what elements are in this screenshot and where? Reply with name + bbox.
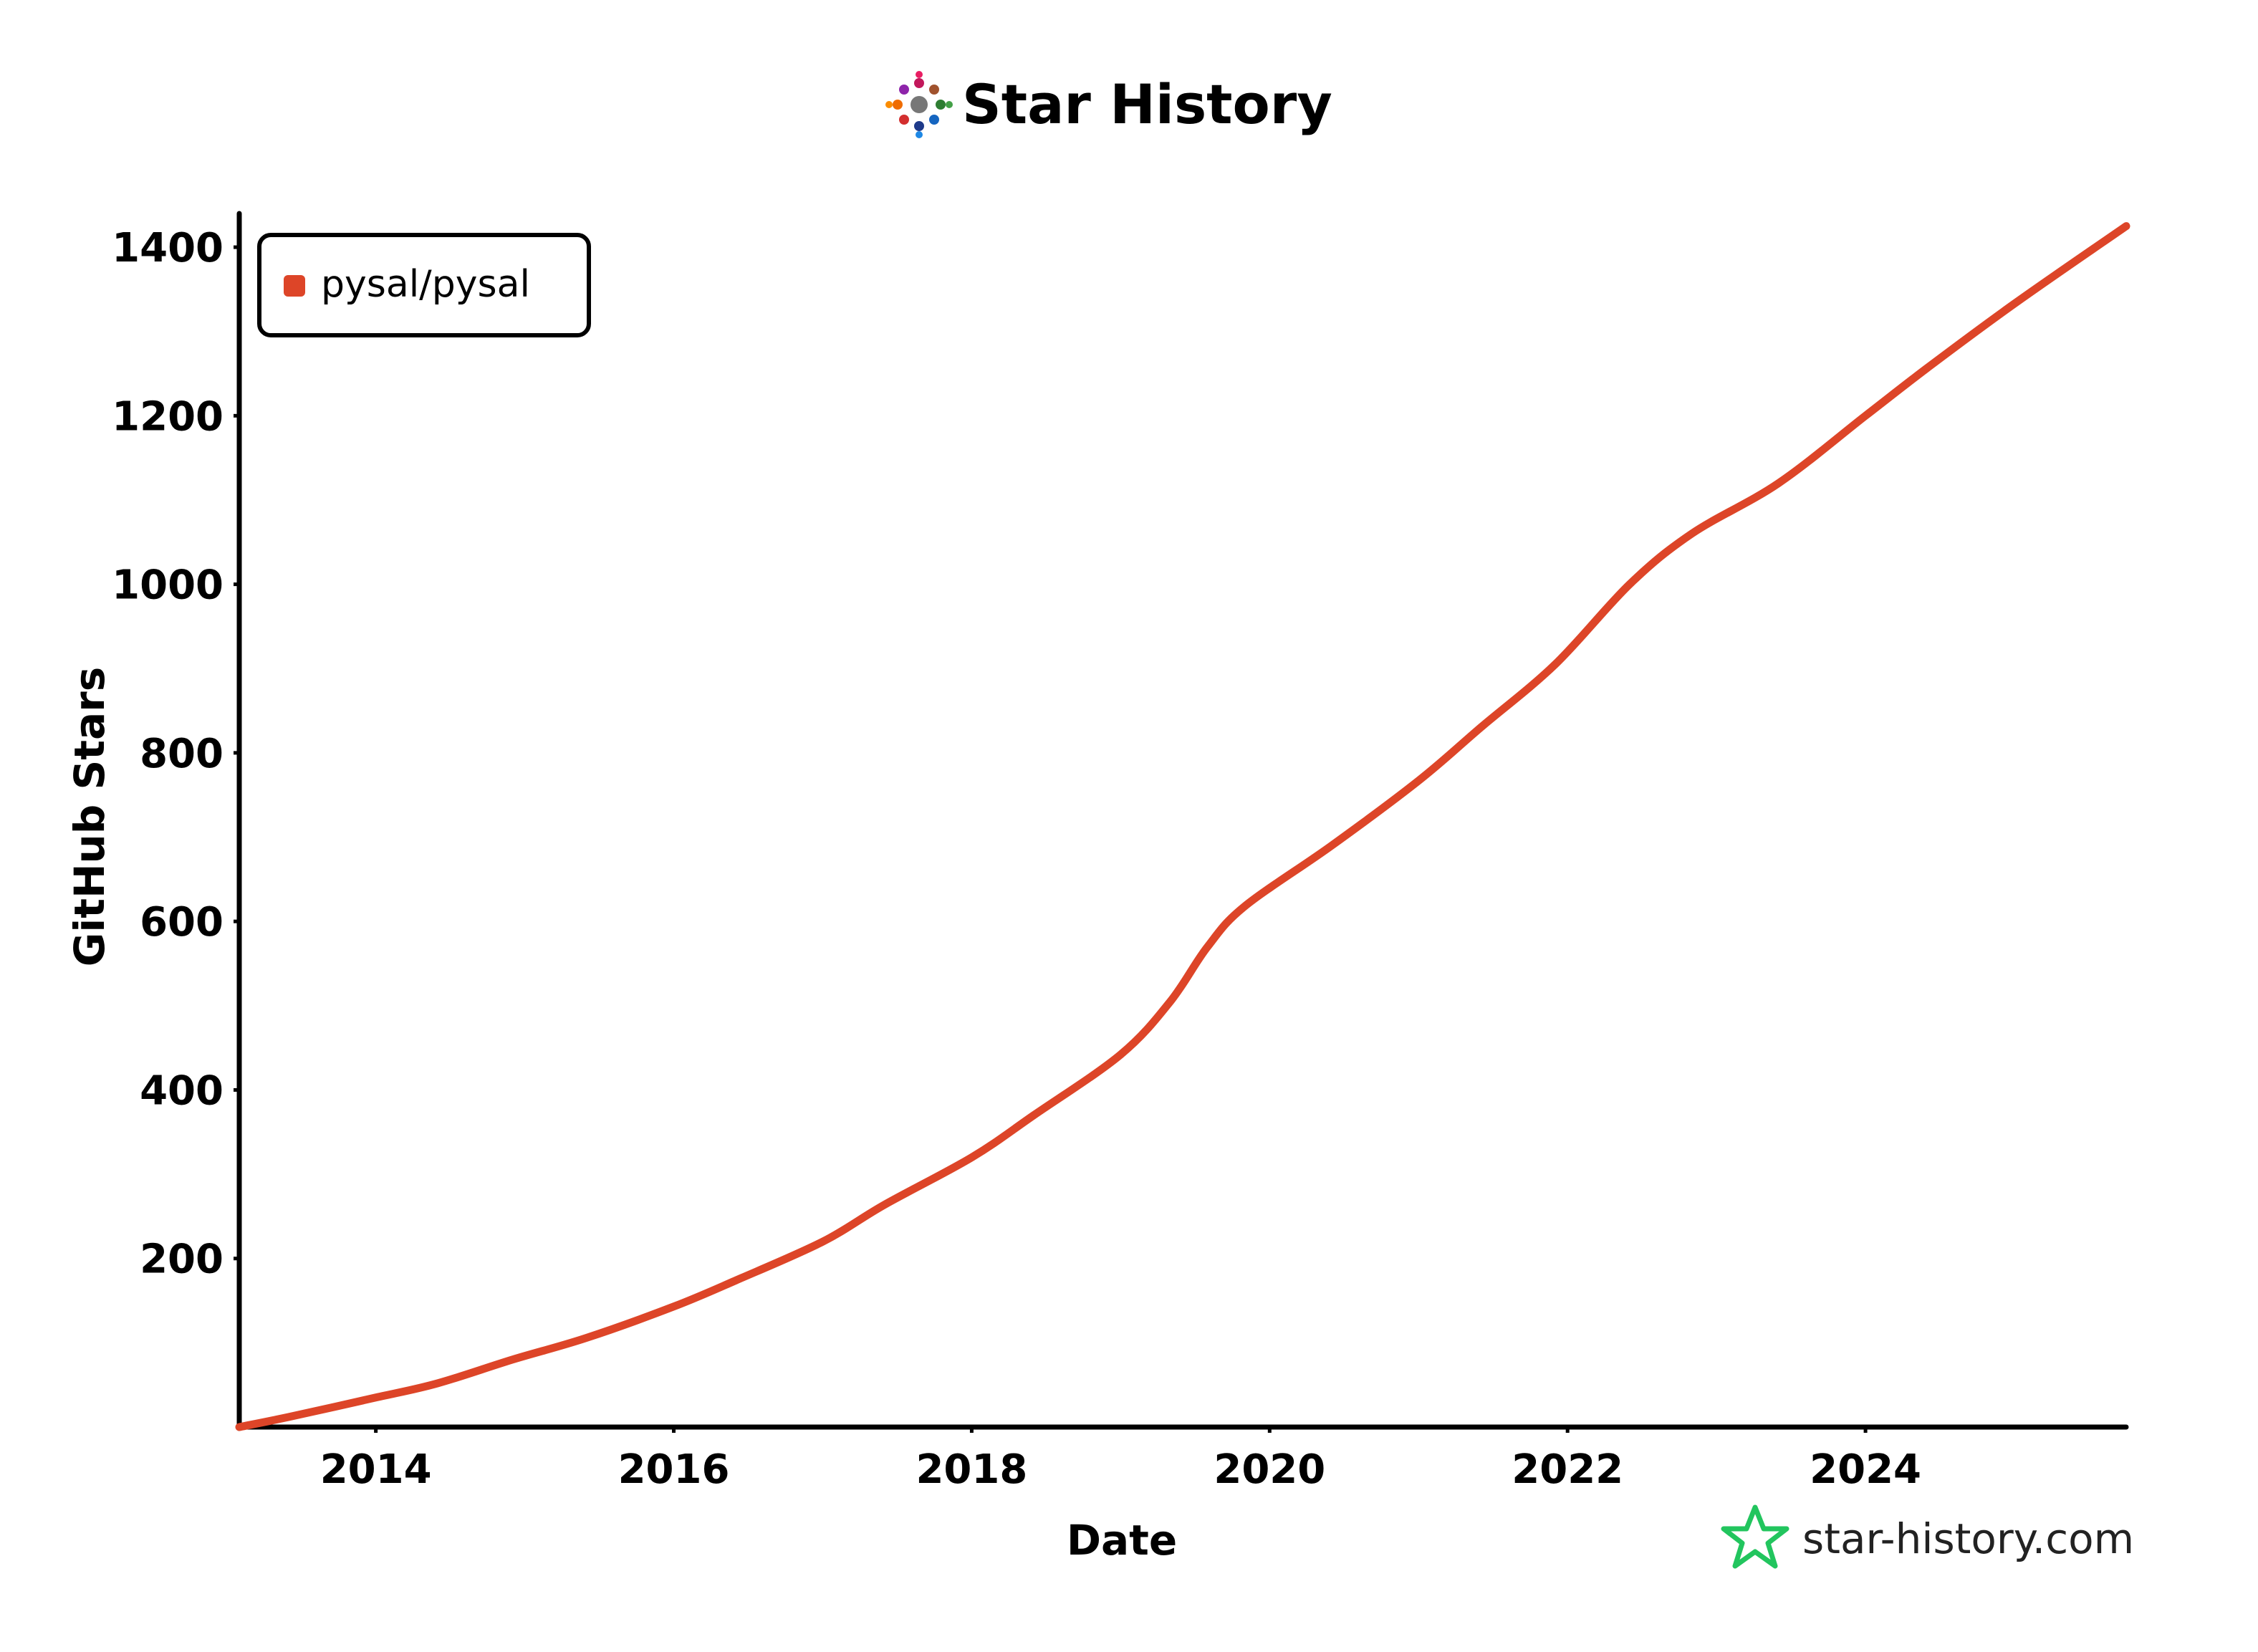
y-axis-ticks: 200 400 600 800 1000 1200 1400	[112, 225, 239, 1283]
y-tick-label: 1400	[112, 225, 224, 272]
x-axis-ticks: 2014 2016 2018 2020 2022 2024	[320, 1427, 1921, 1493]
x-tick-label: 2016	[618, 1446, 730, 1493]
x-tick-label: 2022	[1512, 1446, 1623, 1493]
y-tick-label: 1000	[112, 562, 224, 609]
watermark-text: star-history.com	[1802, 1514, 2134, 1563]
x-tick-label: 2014	[320, 1446, 432, 1493]
y-tick-label: 400	[140, 1067, 224, 1114]
green-star-icon	[1721, 1504, 1789, 1569]
y-tick-label: 1200	[112, 393, 224, 440]
series-layer	[235, 222, 2130, 1431]
x-tick-label: 2024	[1810, 1446, 1921, 1493]
y-axis-label: GitHub Stars	[65, 667, 114, 967]
y-tick-label: 600	[140, 899, 224, 946]
watermark: star-history.com	[1721, 1504, 2134, 1569]
chart-title: Star History	[962, 72, 1332, 136]
y-tick-label: 800	[140, 731, 224, 777]
x-tick-label: 2020	[1214, 1446, 1325, 1493]
legend-swatch	[284, 275, 305, 297]
y-tick-label: 200	[140, 1236, 224, 1283]
x-tick-label: 2018	[916, 1446, 1027, 1493]
legend: pysal/pysal	[257, 233, 591, 337]
chart-title-group: Star History	[885, 71, 1332, 138]
series-line	[235, 222, 2130, 1431]
x-axis-label: Date	[1067, 1516, 1177, 1565]
legend-label: pysal/pysal	[321, 263, 530, 306]
star-history-logo-icon	[885, 71, 953, 138]
legend-box	[257, 233, 591, 337]
